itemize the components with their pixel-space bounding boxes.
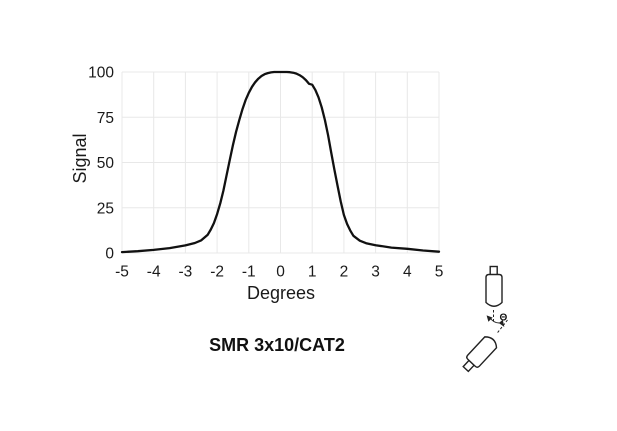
y-tick-label: 25 — [97, 200, 114, 217]
lower-axis-dashed-line — [496, 319, 508, 335]
upper-cylinder-body — [485, 273, 503, 307]
x-tick-label: 2 — [340, 264, 349, 281]
x-tick-label: -5 — [115, 264, 129, 281]
lower-cylinder-body — [466, 336, 498, 368]
upper-cylinder-icon — [485, 265, 503, 307]
y-axis-tick-labels: 0 25 50 75 100 — [88, 65, 114, 263]
y-tick-label: 50 — [97, 155, 115, 172]
y-tick-label: 100 — [88, 65, 114, 82]
upper-cylinder-nub — [489, 265, 498, 276]
lower-cylinder-icon — [462, 336, 498, 373]
x-tick-label: 0 — [276, 264, 285, 281]
x-tick-label: -4 — [147, 264, 161, 281]
x-axis-tick-labels: -5 -4 -3 -2 -1 0 1 2 3 4 5 — [115, 264, 443, 281]
y-tick-label: 75 — [97, 110, 114, 127]
angle-arrowhead-left-icon — [486, 315, 493, 322]
x-axis-title: Degrees — [247, 283, 315, 303]
x-tick-label: -3 — [179, 264, 193, 281]
x-tick-label: 4 — [403, 264, 412, 281]
theta-angle-label: Θ — [500, 313, 508, 324]
x-tick-label: 3 — [371, 264, 380, 281]
gridlines — [121, 71, 440, 254]
x-tick-label: -2 — [210, 264, 224, 281]
signal-curve — [120, 70, 441, 254]
x-tick-label: 5 — [435, 264, 444, 281]
y-tick-label: 0 — [105, 246, 114, 263]
x-tick-label: -1 — [242, 264, 256, 281]
angle-diagram: Θ — [462, 265, 508, 373]
y-axis-title: Signal — [70, 133, 90, 183]
chart-title: SMR 3x10/CAT2 — [209, 335, 345, 355]
x-tick-label: 1 — [308, 264, 317, 281]
